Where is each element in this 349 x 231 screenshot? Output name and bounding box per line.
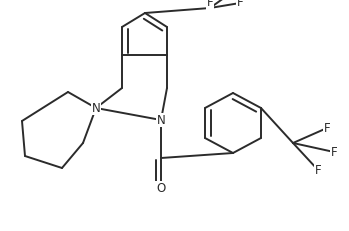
Text: F: F	[225, 0, 231, 1]
Text: O: O	[156, 182, 166, 195]
Text: F: F	[207, 0, 213, 9]
Text: N: N	[157, 113, 165, 127]
Text: F: F	[315, 164, 321, 176]
Text: F: F	[331, 146, 337, 158]
Text: F: F	[324, 122, 330, 134]
Text: N: N	[92, 101, 101, 115]
Text: F: F	[237, 0, 243, 9]
